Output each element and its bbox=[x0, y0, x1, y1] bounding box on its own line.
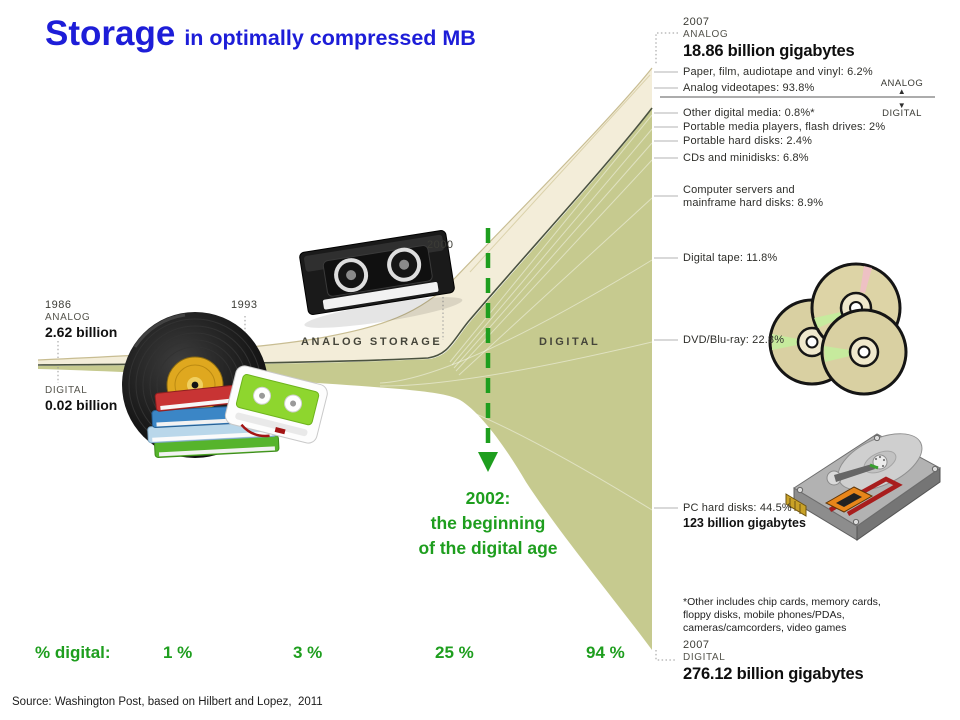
analog-digital-divider-widget: ANALOG ▲ ▼ DIGITAL bbox=[868, 78, 936, 119]
digital-band-label: DIGITAL bbox=[539, 336, 601, 348]
percent-2007: 94 % bbox=[586, 643, 625, 662]
year-2007-analog: 2007 bbox=[683, 16, 710, 28]
pc-hard-disks-absolute: 123 billion gigabytes bbox=[683, 516, 806, 530]
category-portable-disks: Portable hard disks: 2.4% bbox=[683, 135, 813, 147]
divider-analog-label: ANALOG bbox=[880, 78, 924, 89]
category-servers-line1: Computer servers and bbox=[683, 184, 795, 196]
category-cds: CDs and minidisks: 6.8% bbox=[683, 152, 809, 164]
year-2007-digital: 2007 bbox=[683, 639, 710, 651]
footnote-line1: *Other includes chip cards, memory cards… bbox=[683, 596, 881, 608]
category-analog-videotapes: Analog videotapes: 93.8% bbox=[683, 82, 815, 94]
digital-total-2007: 276.12 billion gigabytes bbox=[683, 665, 864, 683]
footnote: *Other includes chip cards, memory cards… bbox=[683, 596, 881, 635]
analog-caps-1986: ANALOG bbox=[45, 312, 91, 323]
vhs-tape-icon bbox=[299, 230, 463, 328]
digital-caps-2007: DIGITAL bbox=[683, 652, 726, 663]
digital-caps-1986: DIGITAL bbox=[45, 385, 88, 396]
cd-discs-icon bbox=[768, 262, 908, 396]
cassette-icon bbox=[224, 365, 328, 444]
year-1986-label: 1986 bbox=[45, 299, 72, 311]
footnote-line3: cameras/camcorders, video games bbox=[683, 622, 847, 634]
category-digital-tape: Digital tape: 11.8% bbox=[683, 252, 778, 264]
category-servers: Computer servers and mainframe hard disk… bbox=[683, 184, 823, 210]
digital-age-arrow bbox=[478, 228, 498, 472]
category-servers-line2: mainframe hard disks: 8.9% bbox=[683, 197, 824, 209]
category-paper-film: Paper, film, audiotape and vinyl: 6.2% bbox=[683, 66, 873, 78]
percent-1993: 3 % bbox=[293, 643, 323, 662]
digital-age-annotation: 2002: the beginning of the digital age bbox=[378, 486, 598, 561]
annotation-line-2: the beginning bbox=[430, 513, 546, 533]
divider-digital-label: DIGITAL bbox=[882, 108, 922, 119]
annotation-line-3: of the digital age bbox=[418, 538, 558, 558]
percent-digital-label: % digital: bbox=[35, 643, 111, 662]
analog-value-1986: 2.62 billion bbox=[45, 324, 118, 340]
category-other-digital: Other digital media: 0.8%* bbox=[683, 107, 815, 119]
source-credit: Source: Washington Post, based on Hilber… bbox=[12, 696, 323, 708]
page-title: Storage in optimally compressed MB bbox=[45, 16, 476, 51]
right-ticks bbox=[654, 71, 678, 509]
arrow-up-icon: ▲ bbox=[897, 87, 907, 96]
digital-value-1986: 0.02 billion bbox=[45, 397, 118, 413]
category-dvd-bluray: DVD/Blu-ray: 22.8% bbox=[683, 334, 785, 346]
arrow-down-icon: ▼ bbox=[897, 101, 907, 110]
digital-segment-lines bbox=[379, 114, 653, 511]
analog-storage-band-label: ANALOG STORAGE bbox=[301, 336, 443, 348]
category-pc-hard-disks: PC hard disks: 44.5% bbox=[683, 502, 792, 514]
analog-total-2007: 18.86 billion gigabytes bbox=[683, 42, 855, 60]
hard-drive-icon bbox=[785, 433, 941, 541]
year-2000-label: 2000 bbox=[427, 239, 454, 251]
percent-1986: 1 % bbox=[163, 643, 193, 662]
category-portable-players: Portable media players, flash drives: 2% bbox=[683, 121, 886, 133]
title-word: Storage bbox=[45, 14, 176, 53]
footnote-line2: floppy disks, mobile phones/PDAs, bbox=[683, 609, 845, 621]
annotation-line-1: 2002: bbox=[465, 488, 511, 508]
analog-caps-2007: ANALOG bbox=[683, 29, 729, 40]
year-1993-label: 1993 bbox=[231, 299, 258, 311]
digital-band bbox=[38, 109, 653, 650]
title-rest: in optimally compressed MB bbox=[184, 26, 476, 50]
percent-2000: 25 % bbox=[435, 643, 474, 662]
